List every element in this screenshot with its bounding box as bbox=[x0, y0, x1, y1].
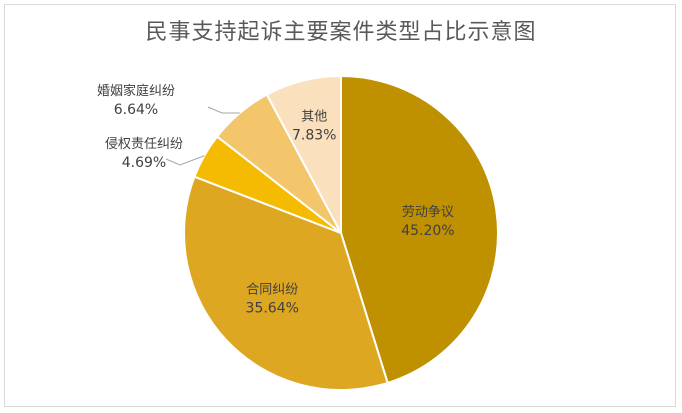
leader-lines bbox=[165, 106, 240, 166]
leader-line bbox=[207, 106, 240, 114]
slice-percent-label: 4.69% bbox=[122, 155, 166, 171]
slice-percent-label: 35.64% bbox=[246, 300, 299, 316]
leader-line bbox=[165, 155, 205, 166]
slice-category-label: 劳动争议 bbox=[402, 204, 454, 220]
pie-slice bbox=[340, 74, 499, 385]
slice-percent-label: 6.64% bbox=[114, 102, 158, 118]
slice-percent-label: 7.83% bbox=[292, 127, 336, 143]
slice-percent-label: 45.20% bbox=[401, 223, 454, 239]
slice-labels: 劳动争议 45.20% 合同纠纷 35.64% 侵权责任纠纷 4.69% 婚姻家庭纠纷 6.6… bbox=[97, 83, 455, 316]
pie-slice bbox=[265, 74, 342, 234]
slice-category-label: 婚姻家庭纠纷 bbox=[97, 83, 175, 99]
slice-category-label: 合同纠纷 bbox=[246, 282, 298, 297]
chart-title: 民事支持起诉主要案件类型占比示意图 bbox=[145, 20, 537, 45]
slice-category-label: 侵权责任纠纷 bbox=[105, 136, 183, 152]
pie-slices bbox=[183, 74, 499, 391]
slice-category-label: 其他 bbox=[301, 109, 327, 124]
pie-slice bbox=[183, 175, 389, 391]
